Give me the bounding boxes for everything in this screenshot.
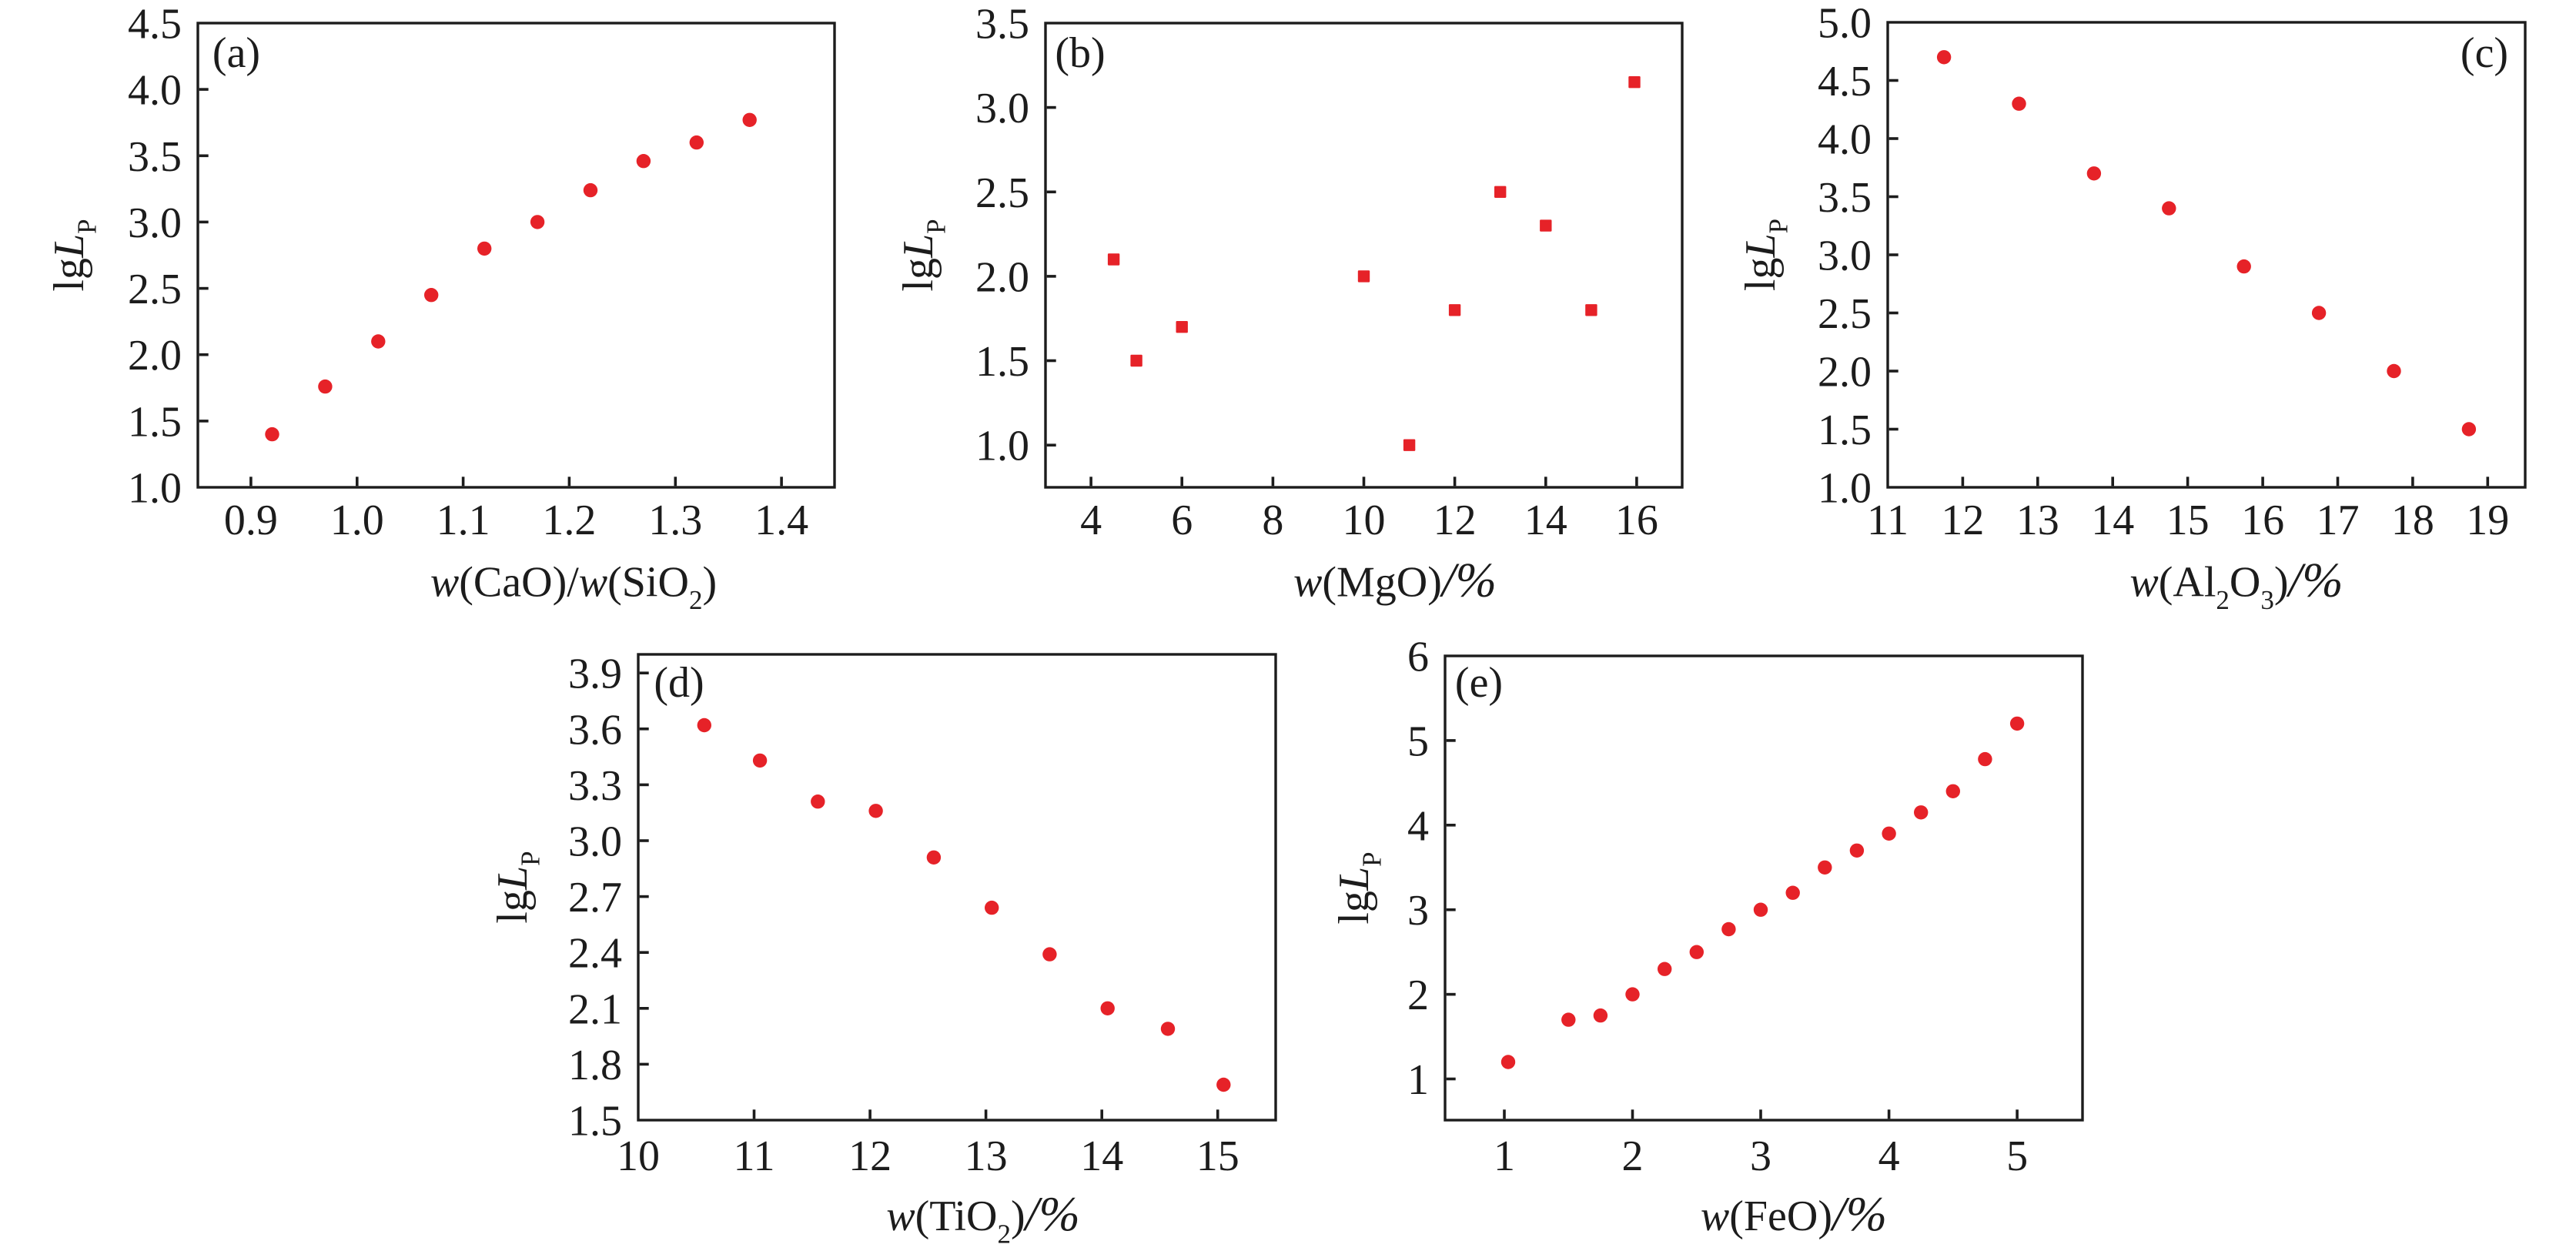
svg-text:3.6: 3.6 [568,706,622,754]
svg-text:3.9: 3.9 [568,651,622,698]
svg-text:(b): (b) [1055,29,1105,77]
svg-text:1.0: 1.0 [975,423,1029,470]
svg-text:5.0: 5.0 [1818,0,1872,48]
svg-text:5: 5 [2006,1132,2028,1180]
svg-text:2.1: 2.1 [568,985,622,1033]
svg-text:4: 4 [1080,497,1102,544]
svg-text:w(FeO)/%: w(FeO)/% [1701,1186,1887,1241]
svg-text:1.5: 1.5 [975,338,1029,386]
svg-text:5: 5 [1407,717,1429,765]
svg-text:2.0: 2.0 [128,332,182,380]
svg-text:(d): (d) [654,659,704,707]
svg-text:1.0: 1.0 [128,465,182,513]
svg-text:14: 14 [1524,497,1567,544]
svg-text:3.0: 3.0 [1818,232,1872,280]
svg-text:4.0: 4.0 [128,67,182,115]
svg-text:1.0: 1.0 [1818,465,1872,513]
svg-text:3.5: 3.5 [128,133,182,181]
svg-text:16: 16 [1615,497,1658,544]
svg-text:(c): (c) [2461,29,2508,77]
svg-text:2: 2 [1407,972,1429,1019]
svg-text:3.0: 3.0 [128,199,182,247]
svg-text:19: 19 [2466,497,2509,544]
svg-text:1: 1 [1407,1056,1429,1104]
svg-text:1.1: 1.1 [437,497,490,544]
svg-text:14: 14 [1080,1132,1123,1180]
svg-text:18: 18 [2391,497,2434,544]
svg-text:12: 12 [1434,497,1477,544]
svg-text:3.5: 3.5 [1818,174,1872,222]
svg-text:2.5: 2.5 [975,169,1029,217]
svg-text:13: 13 [965,1132,1008,1180]
svg-text:1.5: 1.5 [1818,406,1872,454]
svg-text:6: 6 [1171,497,1193,544]
svg-text:3.5: 3.5 [975,1,1029,49]
svg-text:1.2: 1.2 [542,497,596,544]
svg-text:1.0: 1.0 [330,497,384,544]
svg-text:1.3: 1.3 [648,497,702,544]
svg-text:3.0: 3.0 [975,85,1029,132]
svg-text:15: 15 [1196,1132,1239,1180]
svg-text:w(Al2O3)/%: w(Al2O3)/% [2129,553,2343,616]
svg-text:3.3: 3.3 [568,762,622,810]
svg-text:w(CaO)/w(SiO2): w(CaO)/w(SiO2) [430,559,717,616]
svg-text:6: 6 [1407,634,1429,681]
svg-text:2.0: 2.0 [1818,349,1872,396]
svg-text:11: 11 [734,1132,775,1180]
svg-text:2.5: 2.5 [128,266,182,313]
svg-text:12: 12 [1941,497,1984,544]
svg-text:4.5: 4.5 [128,1,182,49]
svg-text:14: 14 [2091,497,2134,544]
svg-text:1.4: 1.4 [754,497,808,544]
svg-text:4.5: 4.5 [1818,58,1872,105]
svg-text:1.8: 1.8 [568,1042,622,1089]
svg-text:13: 13 [2016,497,2059,544]
svg-text:lgLP: lgLP [895,219,952,291]
svg-text:10: 10 [1343,497,1386,544]
svg-text:8: 8 [1262,497,1283,544]
svg-text:3.0: 3.0 [568,818,622,866]
svg-text:2.5: 2.5 [1818,290,1872,338]
svg-text:10: 10 [617,1132,660,1180]
svg-text:1: 1 [1494,1132,1515,1180]
svg-text:3: 3 [1407,887,1429,935]
svg-text:3: 3 [1750,1132,1771,1180]
svg-text:16: 16 [2241,497,2284,544]
svg-text:(a): (a) [212,29,260,77]
svg-text:w(MgO)/%: w(MgO)/% [1293,553,1497,607]
svg-text:lgLP: lgLP [1330,851,1387,924]
svg-text:2: 2 [1622,1132,1644,1180]
svg-text:2.0: 2.0 [975,253,1029,301]
svg-text:2.7: 2.7 [568,874,622,922]
svg-text:15: 15 [2166,497,2210,544]
svg-text:w(TiO2)/%: w(TiO2)/% [886,1186,1080,1249]
svg-text:4: 4 [1407,802,1429,850]
svg-text:4.0: 4.0 [1818,116,1872,164]
svg-text:2.4: 2.4 [568,930,622,978]
svg-text:4: 4 [1878,1132,1900,1180]
svg-text:11: 11 [1867,497,1909,544]
svg-text:0.9: 0.9 [224,497,278,544]
svg-text:12: 12 [848,1132,892,1180]
svg-text:(e): (e) [1455,659,1503,707]
svg-text:1.5: 1.5 [568,1098,622,1146]
svg-text:17: 17 [2317,497,2360,544]
svg-text:1.5: 1.5 [128,398,182,446]
